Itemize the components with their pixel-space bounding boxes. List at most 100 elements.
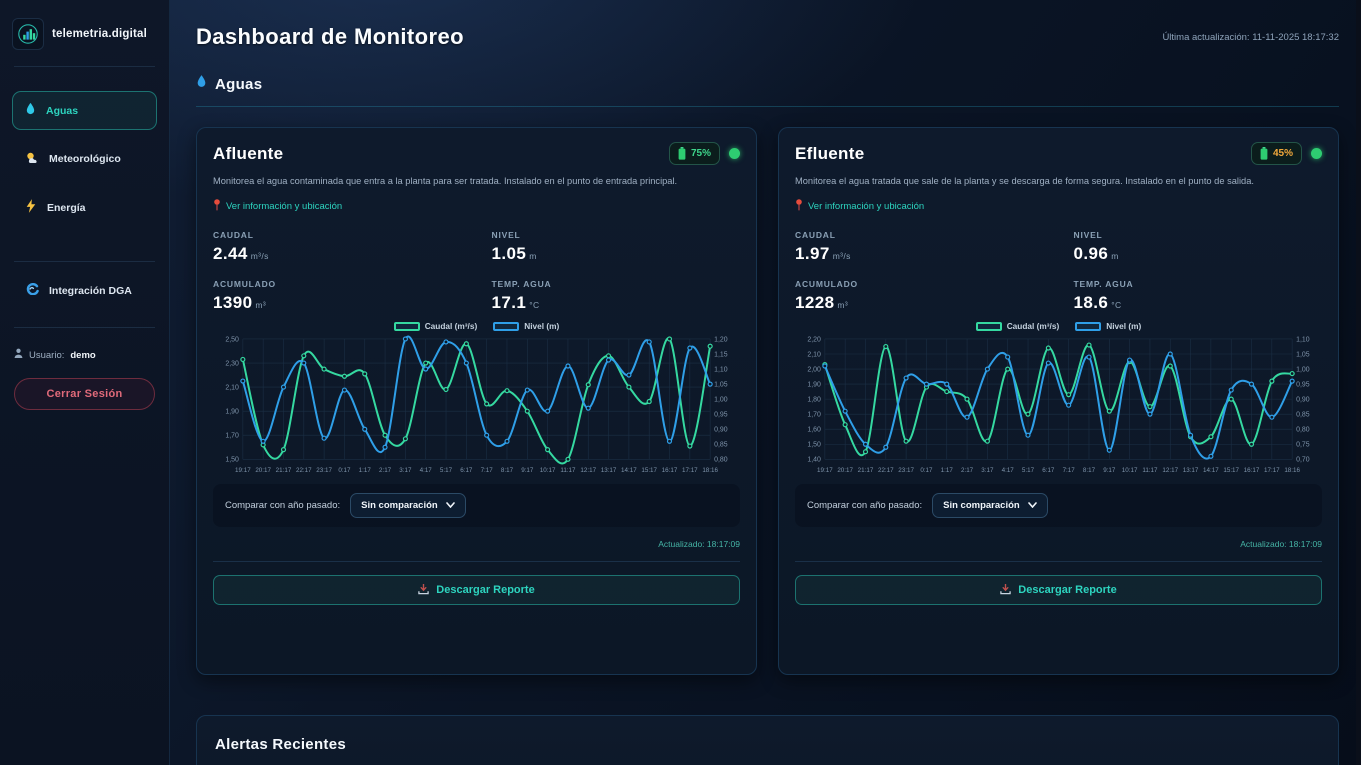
svg-text:21:17: 21:17 <box>858 468 874 475</box>
svg-text:1,50: 1,50 <box>225 457 239 464</box>
svg-text:1,10: 1,10 <box>1296 337 1310 344</box>
svg-text:16:17: 16:17 <box>1244 468 1260 475</box>
svg-text:4:17: 4:17 <box>1002 468 1015 475</box>
chevron-down-icon <box>445 502 455 509</box>
svg-text:2:17: 2:17 <box>379 468 392 475</box>
svg-text:0,70: 0,70 <box>1296 457 1310 464</box>
svg-text:12:17: 12:17 <box>580 468 596 475</box>
location-link-label: Ver información y ubicación <box>226 201 343 213</box>
metric-nivel: NIVEL 1.05 m <box>491 230 537 264</box>
svg-text:9:17: 9:17 <box>1103 468 1116 475</box>
sidebar-nav: Aguas Meteorológico Energía <box>0 67 169 309</box>
download-report-button[interactable]: Descargar Reporte <box>213 574 740 605</box>
metric-temp-agua: TEMP. AGUA 17.1 °C <box>491 279 552 313</box>
section-title: Aguas <box>215 75 263 93</box>
lightning-icon <box>25 199 37 216</box>
timeseries-chart: 2,50 2,30 2,10 1,90 1,70 1,50 1,20 1,15 1,10 1,05… <box>225 336 728 475</box>
card-description: Monitorea el agua contaminada que entra … <box>213 176 678 186</box>
brand-logo-icon <box>12 18 44 50</box>
svg-text:19:17: 19:17 <box>235 468 251 475</box>
svg-text:14:17: 14:17 <box>621 468 637 475</box>
card-description: Monitorea el agua tratada que sale de la… <box>795 176 1254 186</box>
sidebar-item-meteorologico[interactable]: Meteorológico <box>12 140 157 178</box>
comparison-select[interactable]: Sin comparación <box>350 492 466 518</box>
divider <box>14 261 155 262</box>
location-link[interactable]: Ver información y ubicación <box>213 199 740 214</box>
last-update: Última actualización: 11-11-2025 18:17:3… <box>1162 32 1339 43</box>
svg-text:0,85: 0,85 <box>1296 412 1310 419</box>
svg-text:1,90: 1,90 <box>225 409 239 416</box>
pin-icon <box>213 199 221 214</box>
metric-nivel: NIVEL 0.96 m <box>1073 230 1119 264</box>
alerts-title: Alertas Recientes <box>215 736 346 753</box>
svg-text:2,50: 2,50 <box>225 337 239 344</box>
scrollbar[interactable] <box>1356 0 1361 765</box>
main-content: Dashboard de Monitoreo Última actualizac… <box>170 0 1361 765</box>
svg-text:17:17: 17:17 <box>682 468 698 475</box>
metric-acumulado: ACUMULADO 1228 m³ <box>795 279 858 313</box>
svg-text:1,20: 1,20 <box>714 337 728 344</box>
svg-text:0,85: 0,85 <box>714 442 728 449</box>
user-info: Usuario: demo <box>0 328 169 362</box>
card-title: Efluente <box>795 143 865 163</box>
svg-text:1,60: 1,60 <box>807 427 821 434</box>
chart-block: Caudal (m³/s) Nivel (m) 2,50 2,30 2,10 1,90… <box>213 321 740 477</box>
svg-text:2,10: 2,10 <box>225 385 239 392</box>
svg-text:0,95: 0,95 <box>1296 382 1310 389</box>
svg-text:8:17: 8:17 <box>1083 468 1096 475</box>
sidebar: telemetria.digital Aguas Meteorológico E… <box>0 0 170 765</box>
battery-badge: 45% <box>1250 142 1302 165</box>
svg-text:20:17: 20:17 <box>255 468 271 475</box>
metric-caudal: CAUDAL 1.97 m³/s <box>795 230 851 264</box>
sidebar-item-label: Integración DGA <box>49 284 132 297</box>
card-title: Afluente <box>213 143 284 163</box>
download-report-label: Descargar Reporte <box>436 583 535 596</box>
compare-label: Comparar con año pasado: <box>225 499 341 511</box>
sidebar-item-energia[interactable]: Energía <box>12 188 157 227</box>
svg-text:1,15: 1,15 <box>714 352 728 359</box>
svg-text:0:17: 0:17 <box>338 468 351 475</box>
status-dot <box>729 148 740 159</box>
user-label: Usuario: <box>29 349 65 361</box>
svg-text:2,30: 2,30 <box>225 361 239 368</box>
legend-nivel: Nivel (m) <box>493 321 559 331</box>
sidebar-item-integracion-dga[interactable]: Integración DGA <box>12 272 157 309</box>
chevron-down-icon <box>1027 502 1037 509</box>
sidebar-item-aguas[interactable]: Aguas <box>12 91 157 130</box>
metric-acumulado: ACUMULADO 1390 m³ <box>213 279 276 313</box>
svg-text:4:17: 4:17 <box>420 468 433 475</box>
svg-text:1,05: 1,05 <box>714 382 728 389</box>
svg-text:0,80: 0,80 <box>1296 427 1310 434</box>
chart-block: Caudal (m³/s) Nivel (m) 2,20 2,10 2,00 1,90… <box>795 321 1322 477</box>
status-dot <box>1311 148 1322 159</box>
comparison-select-value: Sin comparación <box>943 499 1020 511</box>
comparison-select[interactable]: Sin comparación <box>932 492 1048 518</box>
water-drop-icon <box>25 102 36 119</box>
metric-caudal: CAUDAL 2.44 m³/s <box>213 230 269 264</box>
legend-swatch-nivel <box>1075 321 1102 331</box>
station-card-afluente: Afluente 75% Monitorea el agua contamina… <box>196 127 757 675</box>
sidebar-item-label: Aguas <box>46 104 79 117</box>
sun-cloud-icon <box>25 151 39 167</box>
download-report-button[interactable]: Descargar Reporte <box>795 574 1322 605</box>
alerts-card: Alertas Recientes <box>196 715 1339 765</box>
svg-text:20:17: 20:17 <box>837 468 853 475</box>
location-link[interactable]: Ver información y ubicación <box>795 199 1322 214</box>
svg-text:17:17: 17:17 <box>1264 468 1280 475</box>
battery-percent: 45% <box>1272 148 1293 159</box>
compare-panel: Comparar con año pasado: Sin comparación <box>213 483 740 527</box>
svg-text:9:17: 9:17 <box>521 468 534 475</box>
svg-text:13:17: 13:17 <box>601 468 617 475</box>
svg-text:22:17: 22:17 <box>296 468 312 475</box>
metric-temp-agua: TEMP. AGUA 18.6 °C <box>1073 279 1134 313</box>
svg-text:0,80: 0,80 <box>714 457 728 464</box>
divider <box>14 327 155 328</box>
sidebar-item-label: Energía <box>47 201 86 214</box>
compare-panel: Comparar con año pasado: Sin comparación <box>795 483 1322 527</box>
svg-text:16:17: 16:17 <box>662 468 678 475</box>
user-name: demo <box>70 349 96 361</box>
logout-button[interactable]: Cerrar Sesión <box>14 378 155 410</box>
svg-text:7:17: 7:17 <box>1063 468 1076 475</box>
brand: telemetria.digital <box>0 0 169 66</box>
svg-text:1,70: 1,70 <box>807 412 821 419</box>
